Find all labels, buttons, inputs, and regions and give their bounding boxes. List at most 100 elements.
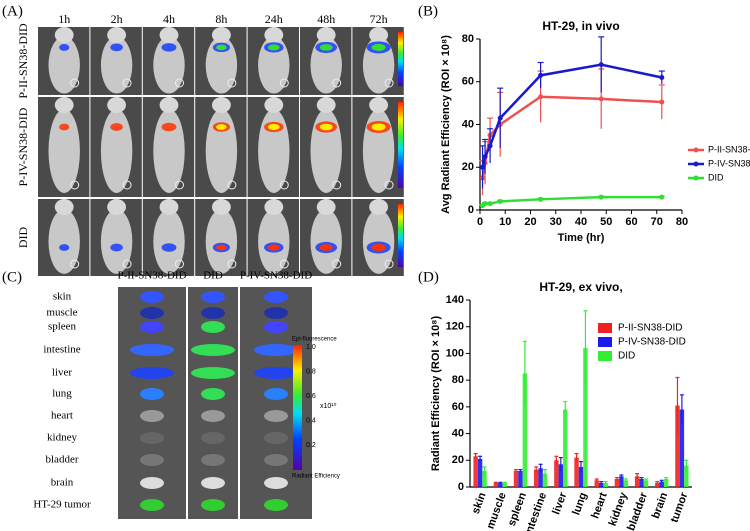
x-tick-label: 20 — [524, 216, 536, 228]
bar — [684, 465, 689, 487]
point — [538, 196, 544, 202]
mouse-head — [316, 199, 336, 215]
column-label: P-IV-SN38-DID — [240, 270, 312, 282]
point — [487, 201, 493, 207]
bar — [533, 469, 539, 487]
tumor — [227, 78, 237, 88]
organ — [201, 454, 225, 466]
organ — [264, 454, 288, 466]
mouse-head — [211, 27, 231, 43]
signal — [267, 123, 280, 131]
x-tick-label: muscle — [485, 491, 509, 531]
tumor — [122, 180, 132, 190]
bar — [502, 482, 507, 487]
mouse-body — [205, 209, 238, 274]
row-label: P-II-SN38-DID — [16, 23, 30, 99]
y-tick-label: 80 — [452, 374, 464, 386]
bar — [643, 480, 649, 487]
point — [598, 96, 604, 102]
tumor — [227, 180, 237, 190]
signal — [267, 44, 280, 51]
y-axis-label: Avg Radiant Efficiency (ROI × 10⁸) — [440, 35, 452, 214]
mouse-head — [159, 27, 179, 43]
colorbar-tick: 0.6 — [306, 393, 316, 400]
legend-swatch — [693, 175, 699, 181]
mouse-body — [100, 36, 133, 94]
signal — [371, 123, 386, 131]
organ-label: kidney — [47, 432, 77, 444]
bar — [554, 460, 559, 487]
organ-label: bladder — [46, 454, 79, 466]
legend-label: DID — [618, 351, 635, 362]
panel-label: (D) — [418, 269, 439, 285]
mouse-body — [153, 109, 185, 193]
signal — [216, 44, 227, 51]
bar — [558, 464, 564, 487]
organ — [140, 321, 164, 333]
x-tick-label: 60 — [625, 216, 637, 228]
organ — [140, 477, 164, 489]
organ-label: spleen — [48, 321, 77, 333]
bar — [655, 482, 660, 487]
signal — [371, 244, 386, 251]
point — [659, 99, 665, 105]
bar — [482, 470, 487, 487]
tumor — [122, 259, 132, 269]
bar — [583, 348, 588, 487]
tumor — [384, 78, 394, 88]
organ — [201, 321, 225, 333]
colorbar-tick: 0.8 — [306, 368, 316, 375]
organ-label: heart — [51, 410, 73, 422]
signal — [110, 43, 123, 52]
point — [659, 74, 665, 80]
organ-label: intestine — [43, 344, 80, 356]
colorbar-label: Radiant Efficiency — [292, 474, 340, 480]
legend-swatch — [598, 337, 612, 347]
tumor — [279, 78, 289, 88]
y-tick-label: 140 — [446, 294, 464, 306]
organ-label: brain — [51, 477, 74, 489]
signal — [59, 123, 70, 131]
bar — [574, 457, 579, 487]
tumor — [279, 180, 289, 190]
mouse-head — [264, 199, 284, 215]
mouse-body — [258, 36, 290, 94]
organ — [264, 432, 288, 444]
signal — [161, 122, 177, 132]
signal — [319, 244, 333, 251]
y-tick-label: 0 — [458, 481, 464, 493]
y-tick-label: 120 — [446, 321, 464, 333]
y-tick-label: 60 — [452, 401, 464, 413]
organ — [254, 367, 298, 379]
mouse-head — [264, 97, 284, 113]
y-tick-label: 40 — [452, 427, 464, 439]
bar — [513, 470, 519, 487]
mouse-head — [316, 97, 336, 113]
mouse-body — [258, 209, 290, 274]
bar — [538, 468, 543, 487]
y-tick-label: 80 — [462, 33, 474, 45]
mouse-body — [48, 109, 80, 193]
point — [497, 198, 503, 204]
x-tick-label: 0 — [477, 216, 483, 228]
legend-label: P-II-SN38-DID — [708, 144, 750, 154]
bar — [659, 481, 664, 487]
mouse-head — [159, 199, 179, 215]
organ-label: muscle — [46, 307, 77, 319]
bar — [477, 458, 483, 487]
chart-title: HT-29, ex vivo, — [539, 280, 622, 294]
organ — [264, 410, 288, 422]
row-label: DID — [16, 227, 30, 249]
organ — [201, 410, 225, 422]
y-tick-label: 100 — [446, 347, 464, 359]
tumor — [279, 259, 289, 269]
tumor — [384, 180, 394, 190]
legend-label: P-IV-SN38-DID — [708, 158, 750, 168]
signal — [216, 244, 227, 251]
mouse-head — [369, 97, 389, 113]
legend-label: DID — [708, 172, 724, 182]
organ — [201, 499, 225, 511]
tumor — [122, 78, 132, 88]
bar — [623, 480, 629, 487]
point — [538, 94, 544, 100]
